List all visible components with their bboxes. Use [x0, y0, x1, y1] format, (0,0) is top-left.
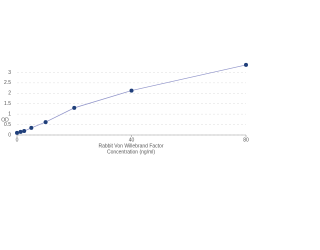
chart: Rabbit Von Willebrand Factor Concentrati… [1, 62, 249, 155]
data-point [72, 105, 77, 110]
curve [16, 64, 247, 134]
data-point [43, 120, 48, 125]
data-point [22, 129, 27, 134]
x-axis-label: Rabbit Von Willebrand Factor [98, 143, 163, 149]
y-tick-label: 1.5 [4, 101, 11, 107]
x-axis-label: Concentration (ng/ml) [107, 149, 155, 155]
data-point [15, 130, 19, 135]
y-tick-label: 1 [8, 111, 11, 117]
y-tick-label: 0 [8, 132, 11, 138]
data-point [29, 125, 34, 130]
data-point [244, 62, 248, 67]
y-tick-label: 2.5 [4, 80, 11, 86]
y-axis-label: OD [1, 117, 9, 123]
y-tick-label: 3 [8, 70, 11, 76]
data-point [18, 129, 23, 134]
data-point [129, 88, 134, 93]
x-tick-label: 0 [16, 137, 19, 143]
x-tick-label: 40 [129, 137, 135, 143]
x-tick-label: 80 [243, 137, 249, 143]
y-tick-label: 2 [8, 91, 11, 97]
y-tick-label: 0.5 [4, 122, 11, 128]
